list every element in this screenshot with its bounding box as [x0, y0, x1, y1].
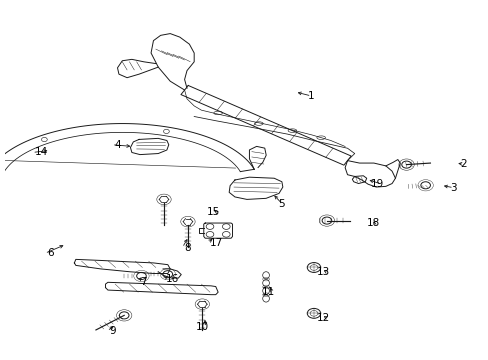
Text: 11: 11	[261, 287, 274, 297]
Text: 9: 9	[109, 326, 116, 336]
Text: 19: 19	[370, 179, 384, 189]
Text: 16: 16	[165, 274, 178, 284]
Text: 1: 1	[307, 91, 313, 101]
Text: 4: 4	[114, 140, 121, 150]
Text: 5: 5	[278, 199, 284, 209]
Text: 14: 14	[35, 148, 48, 157]
Text: 2: 2	[459, 159, 466, 169]
Text: 10: 10	[195, 323, 208, 333]
Text: 18: 18	[366, 218, 379, 228]
Text: 3: 3	[449, 183, 455, 193]
Text: 7: 7	[140, 276, 146, 287]
Text: 13: 13	[316, 267, 329, 278]
Text: 12: 12	[316, 313, 329, 323]
Text: 6: 6	[47, 248, 54, 258]
Text: 8: 8	[184, 243, 191, 253]
Text: 17: 17	[209, 238, 223, 248]
Text: 15: 15	[206, 207, 219, 217]
